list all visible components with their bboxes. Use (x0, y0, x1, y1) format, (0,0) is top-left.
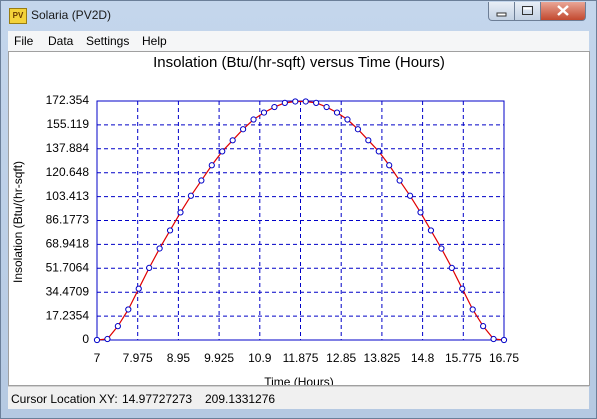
data-point (93, 336, 101, 344)
close-button[interactable] (540, 2, 586, 21)
x-tick-label: 7 (94, 351, 101, 365)
data-point (198, 177, 205, 184)
data-point (281, 99, 288, 106)
data-point (490, 335, 497, 343)
data-point (386, 162, 393, 169)
status-x: 14.97727273 (122, 392, 193, 406)
data-point (219, 148, 226, 155)
data-point (146, 264, 153, 271)
data-point (500, 336, 508, 344)
window-title: Solaria (PV2D) (31, 8, 112, 22)
chart: Insolation (Btu/(hr-sqft) versus Time (H… (11, 54, 519, 389)
y-tick-label: 103.413 (46, 189, 90, 203)
status-bar: Cursor Location XY: 14.97727273 209.1331… (8, 386, 589, 409)
y-axis-title: Insolation (Btu/(hr-sqft) (11, 161, 25, 283)
title-bar: PV Solaria (PV2D) (1, 1, 596, 31)
data-point (344, 116, 351, 123)
x-tick-label: 8.95 (167, 351, 191, 365)
y-tick-label: 68.9418 (46, 237, 90, 251)
data-point (292, 98, 299, 105)
x-tick-label: 15.775 (445, 351, 482, 365)
data-point (114, 323, 121, 330)
data-point (156, 245, 163, 252)
y-tick-label: 155.119 (47, 117, 90, 131)
y-tick-label: 34.4709 (46, 284, 90, 298)
y-tick-label: 86.1773 (46, 213, 90, 227)
menu-item[interactable]: Help (142, 34, 167, 48)
data-point (240, 126, 247, 133)
chart-title: Insolation (Btu/(hr-sqft) versus Time (H… (153, 54, 445, 71)
x-tick-label: 12.85 (326, 351, 356, 365)
data-point (417, 209, 424, 216)
data-point (229, 137, 236, 144)
data-point (104, 335, 111, 343)
data-point (396, 177, 403, 184)
data-point (406, 192, 414, 199)
data-point (323, 103, 330, 111)
data-point (365, 137, 372, 144)
menu-item[interactable]: File (14, 34, 34, 48)
x-tick-label: 13.825 (364, 351, 401, 365)
x-tick-label: 11.875 (283, 351, 319, 365)
y-tick-label: 120.648 (46, 165, 90, 179)
data-point (438, 245, 445, 252)
data-point (187, 192, 195, 199)
app-icon: PV (9, 8, 27, 24)
x-tick-label: 14.8 (411, 351, 435, 365)
data-point (427, 227, 435, 234)
minimize-button[interactable] (488, 2, 515, 21)
data-point (271, 103, 278, 111)
data-point (333, 109, 341, 116)
data-point (313, 99, 320, 106)
data-point (354, 126, 361, 133)
data-point (177, 209, 184, 216)
x-tick-label: 9.925 (204, 351, 234, 365)
data-point (448, 264, 455, 271)
x-tick-label: 10.9 (248, 351, 272, 365)
data-point (469, 306, 476, 313)
y-tick-label: 0 (82, 332, 89, 346)
data-line (96, 100, 505, 341)
data-point (260, 109, 268, 116)
y-tick-label: 17.2354 (46, 308, 90, 322)
x-tick-label: 7.975 (123, 351, 153, 365)
data-point (250, 116, 257, 123)
data-point (166, 227, 174, 234)
data-point (302, 98, 309, 105)
menu-item[interactable]: Settings (86, 34, 130, 48)
menu-item[interactable]: Data (48, 34, 74, 48)
data-point (459, 285, 466, 292)
x-tick-label: 16.75 (489, 351, 519, 365)
data-point (480, 323, 487, 330)
y-tick-label: 51.7064 (46, 260, 90, 274)
menu-bar: File Data Settings Help (8, 31, 589, 51)
y-tick-label: 172.354 (46, 93, 90, 107)
data-point (208, 162, 215, 169)
data-point (125, 306, 132, 313)
maximize-button[interactable] (514, 2, 541, 21)
y-tick-label: 137.884 (46, 141, 90, 155)
status-y: 209.1331276 (205, 392, 276, 406)
status-label: Cursor Location XY: (11, 392, 118, 406)
data-point (135, 285, 142, 292)
x-axis-title: Time (Hours) (264, 375, 334, 385)
chart-area: Insolation (Btu/(hr-sqft) versus Time (H… (8, 51, 590, 389)
data-point (375, 148, 382, 155)
